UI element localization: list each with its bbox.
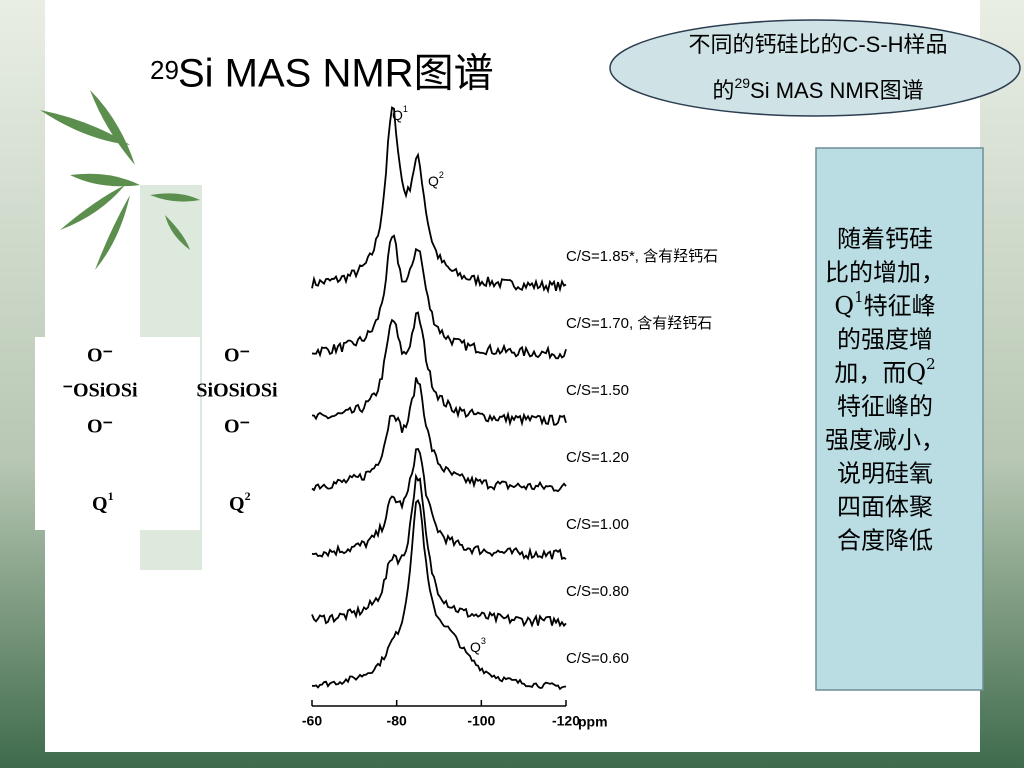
title-sup: 29 [150, 55, 179, 85]
spectrum-label: C/S=1.50 [566, 382, 629, 399]
spectrum-trace [312, 311, 567, 427]
spectrum-trace [311, 377, 567, 493]
side-sup: 1 [854, 288, 864, 306]
peak-label: Q2 [428, 170, 444, 188]
side-line: 随着钙硅 [837, 225, 933, 253]
structure-label: Q2 [229, 489, 251, 515]
bamboo-leaves [40, 90, 200, 270]
side-line: 说明硅氧 [837, 459, 933, 487]
side-line: 强度减小， [825, 426, 945, 454]
peak-label: Q1 [392, 104, 408, 122]
side-line: 合度降低 [837, 526, 933, 554]
side-line: Q1特征峰 [834, 288, 935, 320]
callout-sup: 29 [734, 75, 750, 91]
x-tick-label: -60 [302, 713, 322, 729]
spectrum-trace [311, 234, 567, 360]
side-line: 比的增加， [825, 258, 945, 286]
peak-sup: 3 [481, 636, 486, 646]
structure-middle: SiOSiOSi [196, 380, 278, 402]
peak-sup: 2 [439, 170, 444, 180]
structure-top: O⁻ [87, 345, 113, 367]
side-text: 随着钙硅比的增加，Q1特征峰的强度增加，而Q2特征峰的强度减小，说明硅氧四面体聚… [825, 225, 945, 555]
spectrum-label: C/S=1.20 [566, 449, 629, 466]
x-tick-label: -100 [467, 713, 495, 729]
spectrum-trace [311, 106, 567, 294]
spectrum-trace [311, 498, 567, 691]
side-line: Q [834, 292, 854, 320]
callout-text: Si MAS NMR图谱 [750, 78, 924, 103]
structure-label: Q1 [92, 489, 114, 515]
callout-bubble [609, 19, 1021, 117]
spectrum-label: C/S=0.80 [566, 583, 629, 600]
side-line: 的强度增 [837, 325, 933, 353]
side-line: 说明硅氧 [837, 459, 933, 487]
side-line: 强度减小， [825, 426, 945, 454]
structure-top: O⁻ [224, 345, 250, 367]
structure-label: Q [92, 493, 108, 515]
structure-sup: 1 [108, 489, 114, 503]
peak-sup: 1 [403, 104, 408, 114]
x-tick-label: -120 [552, 713, 580, 729]
side-line: 加，而Q [834, 359, 926, 387]
side-line: 合度降低 [837, 526, 933, 554]
structure-middle: ⁻OSiOSi [62, 380, 137, 402]
side-line: 四面体聚 [837, 493, 933, 521]
spectrum-trace [311, 448, 567, 561]
side-line: 比的增加， [825, 258, 945, 286]
structure-sup: 2 [245, 489, 251, 503]
structure-box [35, 337, 200, 530]
x-unit: ppm [578, 714, 608, 730]
spectrum-label: C/S=1.70, 含有羟钙石 [566, 315, 712, 332]
spectrum-label: C/S=1.85*, 含有羟钙石 [566, 248, 718, 265]
side-line: 四面体聚 [837, 493, 933, 521]
structure-bottom: O⁻ [87, 416, 113, 438]
structure-label: Q [229, 493, 245, 515]
side-line: 随着钙硅 [837, 225, 933, 253]
spectrum-label: C/S=1.00 [566, 516, 629, 533]
callout-text: 不同的钙硅比的C-S-H样品 [688, 32, 947, 57]
peak-label: Q [392, 107, 403, 123]
side-line: 的强度增 [837, 325, 933, 353]
side-line: 特征峰的 [837, 392, 933, 420]
side-box [815, 147, 984, 691]
title: Si MAS NMR图谱 [178, 52, 494, 96]
side-line: 特征峰的 [837, 392, 933, 420]
callout-text: 的29Si MAS NMR图谱 [712, 75, 923, 103]
peak-label: Q3 [470, 636, 486, 654]
side-sup: 2 [926, 355, 936, 373]
peak-label: Q [470, 639, 481, 655]
spectrum-trace [311, 473, 567, 628]
side-line: 加，而Q2 [834, 355, 935, 387]
structure-bottom: O⁻ [224, 416, 250, 438]
peak-label: Q [428, 173, 439, 189]
side-line: 特征峰 [864, 292, 936, 320]
callout-text: 的 [712, 78, 734, 103]
spectrum-label: C/S=0.60 [566, 650, 629, 667]
x-tick-label: -80 [387, 713, 407, 729]
